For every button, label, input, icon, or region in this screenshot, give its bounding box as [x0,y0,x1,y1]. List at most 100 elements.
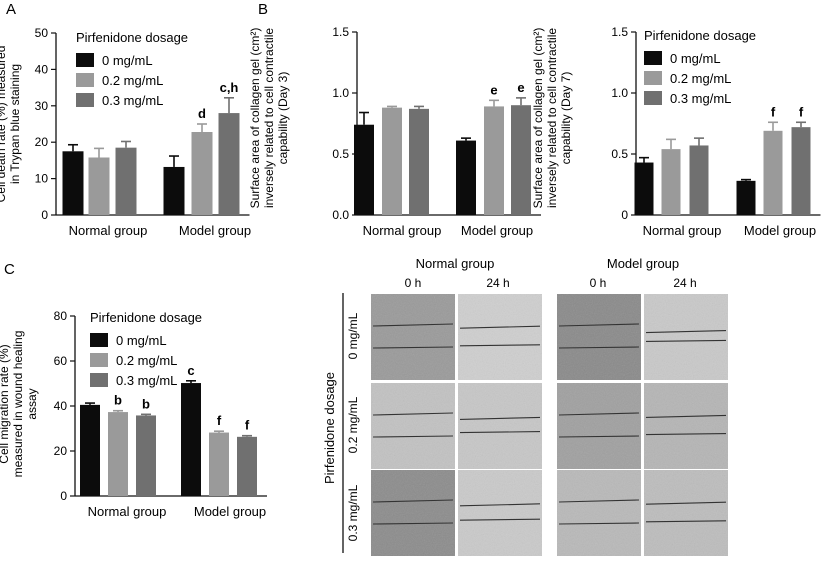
chart-c-legend-swatch-1 [90,353,108,367]
chart-b7-bar-s1-c1 [763,130,783,215]
wound-edge-top-r2-c1 [459,503,541,507]
chart-b7-bar-s2-c0 [689,145,709,215]
chart-a-bar-s0-c1 [163,166,185,215]
chart-c-y-label-line-0: Cell migration rate (%) [0,344,11,463]
chart-a-y-label-line-0: Cell death rate (%) measured [0,46,8,203]
chart-b7-y-label: Surface area of collagen gel (cm²) invers… [531,28,573,209]
micrograph-grid [371,294,728,556]
micrograph-texture-r1-c2 [557,383,641,469]
chart-a-y-label-line-1: in Trypan blue staining [8,64,22,184]
chart-c-bar-s0-c1 [181,383,201,496]
wound-edge-top-r1-c3 [645,414,727,418]
chart-b3-bar-s2-c1 [511,105,531,215]
chart-c-migration-rate: 0 20 40 60 80 Normal group Model group c b f b f Cel… [0,309,267,519]
chart-a-bar-s2-c0 [115,147,137,215]
chart-b3-bar-s1-c0 [382,107,402,215]
wound-edge-top-r1-c2 [558,412,640,416]
wound-healing-micrographs: Normal group Model group 0 h 24 h 0 h 24… [322,256,728,556]
chart-a-category-1: Model group [179,223,251,238]
chart-a-legend-entry-2: 0.3 mg/mL [102,93,163,108]
chart-b3-category-1: Model group [461,223,533,238]
chart-c-legend-entry-1: 0.2 mg/mL [116,353,177,368]
chart-a-annotation-s2-c1: c,h [220,80,239,95]
chart-b3-bar-s2-c0 [409,108,429,215]
micro-time-model-0h: 0 h [590,276,607,290]
chart-b7-tick-label-2: 1.0 [611,86,628,100]
chart-b7-bar-s1-c0 [661,149,681,215]
wound-edge-bottom-r0-c1 [459,344,541,347]
chart-a-tick-label-0: 0 [41,208,48,222]
chart-b7-legend-swatch-1 [644,71,662,85]
chart-a-tick-label-4: 40 [35,62,49,76]
chart-b7-legend-swatch-0 [644,51,662,65]
chart-b7-y-label-line-0: Surface area of collagen gel (cm²) [531,28,545,209]
wound-edge-bottom-r1-c0 [372,435,454,438]
chart-c-tick-label-4: 80 [54,309,68,323]
chart-c-annotation-s0-c1: c [187,363,194,378]
chart-a-bar-s2-c1 [218,113,240,215]
chart-b3-tick-label-0: 0.0 [332,208,349,222]
panel-label-a: A [6,1,16,18]
micrograph-texture-r0-c2 [557,294,641,380]
chart-a-y-label: Cell death rate (%) measured in Trypan bl… [0,46,22,203]
panel-label-c: C [4,261,15,278]
chart-c-annotation-s1-c1: f [217,413,222,428]
chart-b3-bar-s0-c1 [456,140,476,215]
wound-edge-top-r0-c0 [372,323,454,327]
chart-b7-y-label-line-2: capability (Day 7) [559,72,573,165]
micrograph-texture-r2-c0 [371,470,455,556]
chart-b7-category-0: Normal group [643,223,722,238]
chart-b7-legend-title: Pirfenidone dosage [644,28,756,43]
chart-b3-y-label: Surface area of collagen gel (cm²) invers… [248,28,290,209]
micro-time-normal-0h: 0 h [405,276,422,290]
chart-a-legend: Pirfenidone dosage 0 mg/mL 0.2 mg/mL 0.3 mg… [76,30,188,108]
chart-c-legend: Pirfenidone dosage 0 mg/mL 0.2 mg/mL 0.3 mg… [90,310,202,388]
chart-a-tick-label-1: 10 [35,172,49,186]
chart-b3-tick-label-2: 1.0 [332,86,349,100]
chart-c-legend-swatch-2 [90,373,108,387]
chart-c-y-label-line-2: assay [25,388,39,419]
wound-edge-bottom-r0-c2 [558,346,640,349]
chart-a-bar-s1-c0 [88,157,110,215]
chart-b3-y-label-line-1: inversely related to cell contractile [262,28,276,208]
chart-b-collagen-day7: 0 0.5 1.0 1.5 Normal group Model group f f Surfa… [531,25,821,238]
chart-a-tick-label-5: 50 [35,26,49,40]
wound-edge-bottom-r2-c0 [372,522,454,525]
chart-a-bar-s1-c1 [191,132,213,215]
micrograph-texture-r0-c1 [458,294,542,380]
chart-a-legend-swatch-0 [76,53,94,67]
wound-edge-bottom-r2-c1 [459,518,541,521]
wound-edge-top-r2-c3 [645,501,727,505]
chart-c-legend-title: Pirfenidone dosage [90,310,202,325]
wound-edge-top-r0-c2 [558,323,640,327]
micrograph-texture-r0-c0 [371,294,455,380]
chart-a-legend-entry-0: 0 mg/mL [102,53,153,68]
wound-edge-top-r1-c0 [372,412,454,416]
chart-c-annotation-s2-c1: f [245,418,250,433]
chart-c-annotation-s1-c0: b [114,393,122,408]
micro-time-model-24h: 24 h [673,276,696,290]
chart-c-category-0: Normal group [88,504,167,519]
chart-b7-category-1: Model group [744,223,816,238]
chart-a-legend-entry-1: 0.2 mg/mL [102,73,163,88]
wound-edge-top-r2-c2 [558,499,640,503]
micro-group-model: Model group [607,256,679,271]
chart-b3-y-label-line-2: capability (Day 3) [276,72,290,165]
chart-b7-legend-entry-0: 0 mg/mL [670,51,721,66]
micro-group-normal: Normal group [416,256,495,271]
micro-row-label-1: 0.2 mg/mL [346,396,360,453]
chart-b7-annotation-s1-c1: f [771,104,776,119]
wound-edge-bottom-r1-c2 [558,435,640,438]
chart-a-legend-title: Pirfenidone dosage [76,30,188,45]
micrograph-texture-r2-c2 [557,470,641,556]
chart-c-annotation-s2-c0: b [142,396,150,411]
chart-c-y-label-line-1: measured in wound healing [11,331,25,478]
chart-b7-legend-entry-1: 0.2 mg/mL [670,71,731,86]
micrograph-texture-r1-c3 [644,383,728,469]
chart-c-tick-label-1: 20 [54,444,68,458]
chart-a-tick-label-2: 20 [35,135,49,149]
wound-edge-bottom-r1-c3 [645,433,727,436]
chart-c-bar-s1-c1 [209,432,229,496]
panel-label-b: B [258,1,268,18]
